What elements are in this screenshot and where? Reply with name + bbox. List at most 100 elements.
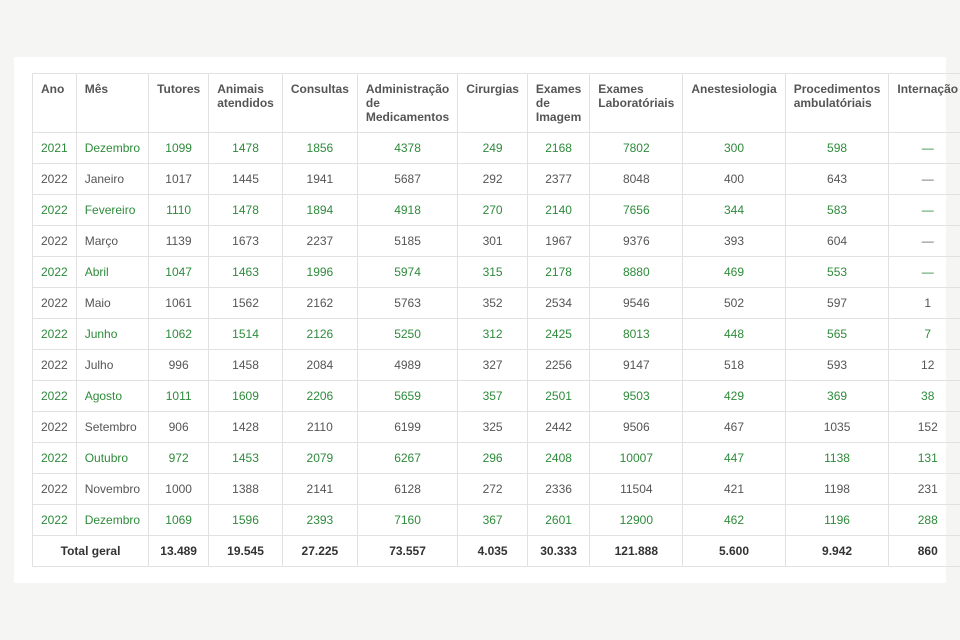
col-exames-lab: Exames Laboratóriais <box>590 74 683 133</box>
table-cell: 270 <box>458 195 528 226</box>
table-cell: Março <box>76 226 148 257</box>
table-cell: 565 <box>785 319 889 350</box>
table-cell: 2022 <box>33 381 77 412</box>
table-cell: 1061 <box>149 288 209 319</box>
table-cell: 1011 <box>149 381 209 412</box>
table-cell: 5250 <box>357 319 457 350</box>
table-cell: 11504 <box>590 474 683 505</box>
table-cell: 5687 <box>357 164 457 195</box>
table-cell: 593 <box>785 350 889 381</box>
table-cell: Setembro <box>76 412 148 443</box>
table-cell: 1035 <box>785 412 889 443</box>
table-cell: 38 <box>889 381 960 412</box>
table-cell: 7 <box>889 319 960 350</box>
table-cell: 643 <box>785 164 889 195</box>
table-cell: 598 <box>785 133 889 164</box>
table-row: 2022Julho9961458208449893272256914751859… <box>33 350 960 381</box>
table-cell: 2140 <box>527 195 589 226</box>
table-cell: 1463 <box>209 257 283 288</box>
table-cell: 2022 <box>33 164 77 195</box>
table-cell: Abril <box>76 257 148 288</box>
col-ano: Ano <box>33 74 77 133</box>
table-cell: 2022 <box>33 505 77 536</box>
total-cell: 27.225 <box>282 536 357 567</box>
table-cell: 344 <box>683 195 785 226</box>
table-cell: 327 <box>458 350 528 381</box>
table-cell: 2534 <box>527 288 589 319</box>
table-cell: 2501 <box>527 381 589 412</box>
table-cell: 7802 <box>590 133 683 164</box>
table-cell: — <box>889 164 960 195</box>
table-cell: 131 <box>889 443 960 474</box>
table-cell: 2022 <box>33 319 77 350</box>
table-cell: 597 <box>785 288 889 319</box>
table-cell: 8048 <box>590 164 683 195</box>
col-admin: Administração de Medicamentos <box>357 74 457 133</box>
col-tutores: Tutores <box>149 74 209 133</box>
table-cell: Maio <box>76 288 148 319</box>
table-cell: 288 <box>889 505 960 536</box>
table-cell: 1609 <box>209 381 283 412</box>
table-cell: 249 <box>458 133 528 164</box>
table-cell: 1856 <box>282 133 357 164</box>
table-row: 2022Novembro1000138821416128272233611504… <box>33 474 960 505</box>
total-cell: 73.557 <box>357 536 457 567</box>
table-body: 2021Dezembro1099147818564378249216878023… <box>33 133 960 567</box>
table-row: 2022Setembro9061428211061993252442950646… <box>33 412 960 443</box>
table-cell: Outubro <box>76 443 148 474</box>
table-cell: 2206 <box>282 381 357 412</box>
table-cell: 2022 <box>33 226 77 257</box>
total-row: Total geral13.48919.54527.22573.5574.035… <box>33 536 960 567</box>
table-cell: 1596 <box>209 505 283 536</box>
table-cell: 2336 <box>527 474 589 505</box>
table-cell: 1478 <box>209 133 283 164</box>
table-cell: 5185 <box>357 226 457 257</box>
header-row: Ano Mês Tutores Animais atendidos Consul… <box>33 74 960 133</box>
table-cell: 1445 <box>209 164 283 195</box>
table-cell: 2393 <box>282 505 357 536</box>
table-cell: — <box>889 133 960 164</box>
table-cell: 7160 <box>357 505 457 536</box>
table-cell: 8013 <box>590 319 683 350</box>
table-cell: 2162 <box>282 288 357 319</box>
table-cell: 2601 <box>527 505 589 536</box>
table-cell: 1996 <box>282 257 357 288</box>
table-cell: 2256 <box>527 350 589 381</box>
table-cell: Junho <box>76 319 148 350</box>
table-cell: 469 <box>683 257 785 288</box>
table-cell: Dezembro <box>76 133 148 164</box>
table-row: 2021Dezembro1099147818564378249216878023… <box>33 133 960 164</box>
table-row: 2022Janeiro10171445194156872922377804840… <box>33 164 960 195</box>
table-cell: 2022 <box>33 288 77 319</box>
data-table-container: Ano Mês Tutores Animais atendidos Consul… <box>14 57 946 583</box>
table-row: 2022Março1139167322375185301196793763936… <box>33 226 960 257</box>
total-cell: 5.600 <box>683 536 785 567</box>
table-row: 2022Abril1047146319965974315217888804695… <box>33 257 960 288</box>
table-cell: Novembro <box>76 474 148 505</box>
total-cell: 30.333 <box>527 536 589 567</box>
table-cell: 583 <box>785 195 889 226</box>
total-cell: 13.489 <box>149 536 209 567</box>
table-cell: 2237 <box>282 226 357 257</box>
table-cell: 2084 <box>282 350 357 381</box>
table-cell: 4918 <box>357 195 457 226</box>
table-cell: 400 <box>683 164 785 195</box>
table-cell: 152 <box>889 412 960 443</box>
total-label: Total geral <box>33 536 149 567</box>
table-cell: Fevereiro <box>76 195 148 226</box>
table-cell: 2126 <box>282 319 357 350</box>
table-cell: 296 <box>458 443 528 474</box>
table-cell: 2141 <box>282 474 357 505</box>
table-cell: 9503 <box>590 381 683 412</box>
table-cell: 2022 <box>33 350 77 381</box>
table-cell: 357 <box>458 381 528 412</box>
total-cell: 19.545 <box>209 536 283 567</box>
table-cell: 12 <box>889 350 960 381</box>
table-cell: 5974 <box>357 257 457 288</box>
table-cell: 393 <box>683 226 785 257</box>
table-cell: 1000 <box>149 474 209 505</box>
table-cell: 8880 <box>590 257 683 288</box>
table-cell: 502 <box>683 288 785 319</box>
table-cell: 2425 <box>527 319 589 350</box>
total-cell: 9.942 <box>785 536 889 567</box>
